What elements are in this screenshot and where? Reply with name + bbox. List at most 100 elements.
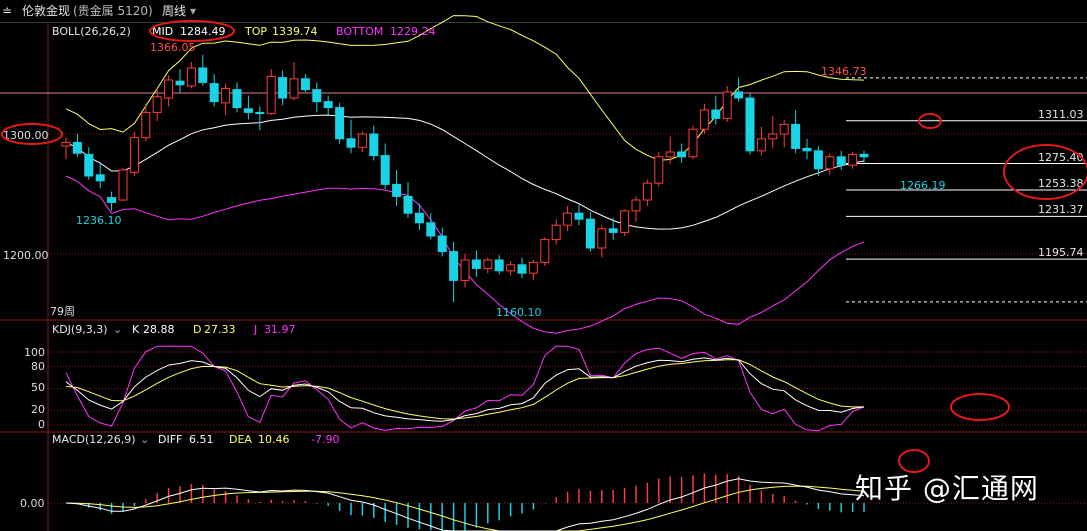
kdj-dropdown-icon[interactable]: ⌄ <box>113 323 122 336</box>
dropdown-arrow-icon[interactable]: ▾ <box>190 4 197 18</box>
candle-body <box>175 80 185 86</box>
kdj-lines <box>65 345 865 432</box>
candle-4 <box>107 191 117 211</box>
kdj-tick-100: 100 <box>24 346 45 359</box>
boll-bottom-value: 1229.24 <box>390 25 436 38</box>
candle-28 <box>380 143 390 190</box>
candle-47 <box>597 225 607 258</box>
top-highlight-circle <box>918 113 942 129</box>
menu-icon[interactable]: ≐ <box>2 4 13 18</box>
candle-49 <box>620 209 630 236</box>
fib-label-1: 1311.03 <box>1038 108 1084 121</box>
price-highlight-circle <box>1 123 63 145</box>
candle-1 <box>72 134 82 157</box>
candle-body <box>506 264 516 272</box>
candle-33 <box>437 227 447 257</box>
candle-30 <box>403 182 413 218</box>
candle-body <box>255 111 265 115</box>
candle-body <box>437 235 447 253</box>
candle-body <box>813 150 823 170</box>
boll-mid-label: MID <box>152 25 173 38</box>
boll-mid-value: 1284.49 <box>180 25 226 38</box>
candle-13 <box>209 74 219 107</box>
candle-24 <box>335 102 345 144</box>
macd-dea-label: DEA <box>229 433 252 446</box>
candle-43 <box>551 219 561 245</box>
mid-highlight-circle <box>149 20 235 42</box>
watermark: 知乎 @汇通网 <box>855 472 1039 505</box>
macd-histogram <box>76 473 865 531</box>
candle-29 <box>392 170 402 206</box>
kdj-tick-50: 50 <box>31 381 45 394</box>
candle-body <box>380 155 390 185</box>
fib-label-5: 1195.74 <box>1038 246 1084 259</box>
candle-65 <box>802 138 812 160</box>
candle-50 <box>631 196 641 222</box>
boll-legend-name: BOLL(26,26,2) <box>52 25 131 38</box>
price-label-high1: 1366.05 <box>150 41 196 54</box>
macd-dropdown-icon[interactable]: ⌄ <box>140 433 149 446</box>
candle-8 <box>152 88 162 121</box>
candle-body <box>232 89 242 109</box>
macd-legend-name: MACD(12,26,9) <box>52 433 136 446</box>
candle-53 <box>665 136 675 164</box>
price-label-high2: 1346.73 <box>821 65 867 78</box>
candle-61 <box>756 126 766 156</box>
kdj-j-value: 31.97 <box>264 323 296 336</box>
macd-highlight-circle <box>898 449 930 473</box>
candle-39 <box>506 261 516 276</box>
candle-70 <box>859 150 869 163</box>
candle-16 <box>243 95 253 120</box>
candle-body <box>836 156 846 166</box>
boll-top-value: 1339.74 <box>272 25 318 38</box>
candle-body <box>768 133 778 140</box>
candle-body <box>460 259 470 281</box>
candle-body <box>72 141 82 154</box>
kdj-legend-name: KDJ(9,3,3) <box>52 323 108 336</box>
period-selector[interactable]: 周线 <box>162 4 187 18</box>
candle-body <box>654 156 664 184</box>
candle-body <box>779 123 789 135</box>
candle-12 <box>198 54 208 86</box>
candle-60 <box>745 93 755 155</box>
candle-48 <box>608 218 618 240</box>
boll-mid-line <box>65 114 865 230</box>
candle-body <box>221 87 231 104</box>
candle-52 <box>654 152 664 187</box>
macd-value: -7.90 <box>311 433 339 446</box>
y-tick-1200: 1200.00 <box>3 249 49 262</box>
candle-body <box>357 133 367 148</box>
candle-3 <box>95 162 105 188</box>
candle-21 <box>300 74 310 92</box>
candle-body <box>312 89 322 103</box>
candle-25 <box>346 119 356 154</box>
candle-32 <box>426 213 436 240</box>
macd-dea-value: 10.46 <box>258 433 290 446</box>
candle-22 <box>312 82 322 113</box>
kdj-j-label: J <box>253 323 257 336</box>
macd-diff-line <box>65 478 865 531</box>
macd-diff-value: 6.51 <box>189 433 214 446</box>
candle-body <box>107 197 117 203</box>
candle-body <box>642 182 652 201</box>
candle-body <box>278 77 288 99</box>
candle-body <box>494 259 504 272</box>
candle-body <box>517 264 527 274</box>
candle-body <box>483 259 493 269</box>
candle-body <box>848 153 858 166</box>
candle-body <box>585 218 595 249</box>
candle-body <box>620 210 630 233</box>
candle-54 <box>677 143 687 163</box>
candle-body <box>300 78 310 91</box>
price-label-low1: 1236.10 <box>76 214 122 227</box>
candle-35 <box>460 254 470 288</box>
candle-45 <box>574 203 584 226</box>
fib-label-2: 1275.40 <box>1038 151 1084 164</box>
macd-lines <box>65 478 865 531</box>
candle-body <box>152 96 162 113</box>
candle-body <box>859 153 869 158</box>
instrument-name: 伦敦金现 <box>22 4 71 18</box>
price-grid <box>0 92 1087 255</box>
candle-body <box>756 138 766 152</box>
